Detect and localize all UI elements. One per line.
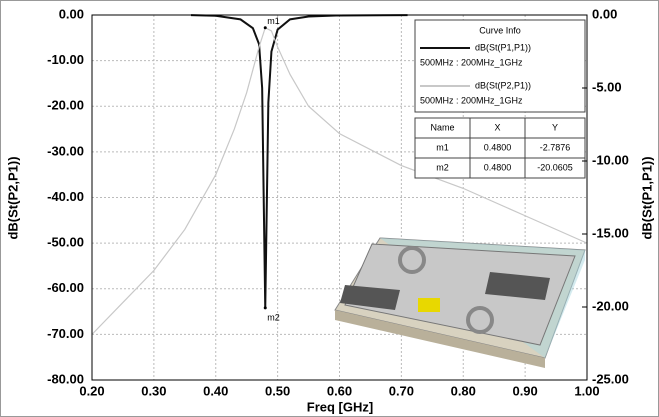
marker-point — [264, 26, 267, 29]
y2-tick-label: -25.00 — [592, 371, 629, 386]
x-axis-label: Freq [GHz] — [307, 399, 373, 414]
x-tick-label: 0.40 — [203, 383, 228, 398]
y2-tick-label: -10.00 — [592, 152, 629, 167]
y-tick-label: -30.00 — [47, 143, 84, 158]
x-tick-label: 0.50 — [265, 383, 290, 398]
y-tick-label: -40.00 — [47, 189, 84, 204]
x-tick-label: 0.90 — [512, 383, 537, 398]
y-tick-label: -50.00 — [47, 235, 84, 250]
marker-label: m1 — [267, 16, 280, 26]
legend-label: dB(St(P1,P1)) — [475, 42, 531, 52]
chart: Curve Info dB(St(P1,P1)) 500MHz : 200MHz_… — [0, 0, 659, 417]
x-tick-label: 0.80 — [451, 383, 476, 398]
y-tick-label: -20.00 — [47, 98, 84, 113]
table-text: -2.7876 — [540, 142, 571, 152]
x-tick-label: 0.60 — [327, 383, 352, 398]
legend-title: Curve Info — [479, 25, 521, 35]
marker-label: m2 — [267, 312, 280, 322]
pad — [418, 298, 440, 312]
y2-tick-label: -15.00 — [592, 225, 629, 240]
table-text: -20.0605 — [537, 162, 573, 172]
table-text: 0.4800 — [484, 142, 512, 152]
legend-sweep: 500MHz : 200MHz_1GHz — [420, 95, 523, 105]
table-text: Y — [552, 122, 558, 132]
x-tick-label: 0.70 — [389, 383, 414, 398]
x-tick-label: 0.30 — [141, 383, 166, 398]
y2-axis-label: dB(St(P1,P1)) — [639, 156, 654, 239]
table-text: m1 — [436, 142, 449, 152]
y-tick-label: 0.00 — [59, 6, 84, 21]
y-tick-label: -80.00 — [47, 371, 84, 386]
y2-tick-label: -5.00 — [592, 79, 622, 94]
marker-point — [264, 306, 267, 309]
y2-tick-label: -20.00 — [592, 298, 629, 313]
table-text: Name — [430, 122, 454, 132]
legend: Curve Info dB(St(P1,P1)) 500MHz : 200MHz_… — [415, 20, 585, 112]
marker-table: Name X Ym1 0.4800 -2.7876 m2 0.4800 -20.0605 — [415, 118, 585, 178]
y2-tick-label: 0.00 — [592, 6, 617, 21]
table-text: m2 — [436, 162, 449, 172]
legend-sweep: 500MHz : 200MHz_1GHz — [420, 57, 523, 67]
y-tick-label: -10.00 — [47, 52, 84, 67]
y-tick-label: -70.00 — [47, 326, 84, 341]
table-text: X — [494, 122, 500, 132]
y-tick-label: -60.00 — [47, 280, 84, 295]
y-axis-label: dB(St(P2,P1)) — [5, 156, 20, 239]
table-text: 0.4800 — [484, 162, 512, 172]
legend-label: dB(St(P2,P1)) — [475, 80, 531, 90]
